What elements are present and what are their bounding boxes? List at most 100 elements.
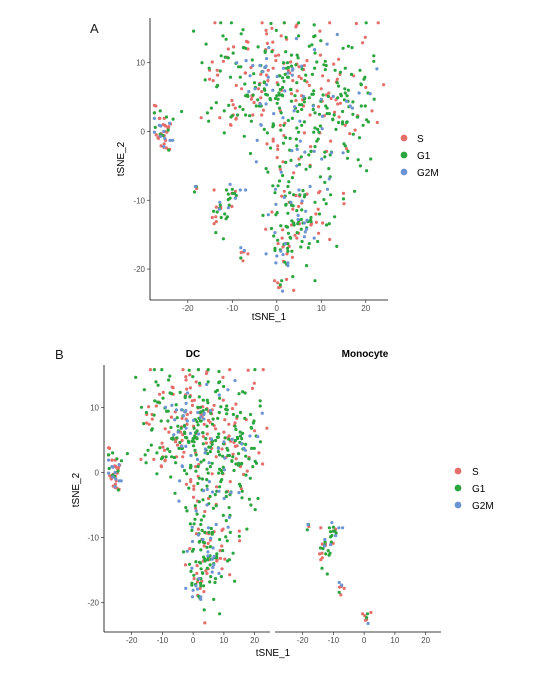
point-a-g2m [218, 200, 222, 204]
point-b-g1 [247, 497, 251, 501]
point-b-g2m [337, 526, 341, 530]
point-a-s [354, 21, 358, 26]
point-a-g1 [309, 215, 313, 220]
point-a-g1 [313, 126, 317, 130]
point-b-g2m [184, 444, 188, 448]
point-a-g2m [235, 61, 239, 65]
point-a-g2m [255, 138, 259, 142]
point-a-s [295, 236, 299, 240]
point-b-g1 [228, 530, 232, 535]
point-b-s [231, 452, 235, 456]
point-a-g1 [338, 70, 342, 74]
a-x-tick-label: 10 [317, 304, 326, 313]
point-a-g1 [313, 34, 317, 38]
point-a-g1 [327, 222, 331, 226]
point-b-g1 [324, 552, 328, 556]
point-a-g2m [368, 92, 372, 96]
point-a-g1 [341, 122, 345, 126]
point-a-g1 [285, 61, 290, 65]
point-a-g1 [254, 104, 258, 108]
point-a-s [291, 207, 295, 211]
point-a-g1 [297, 162, 302, 167]
point-a-g1 [310, 43, 314, 47]
point-b-g1 [199, 522, 203, 527]
point-a-g1 [271, 184, 275, 188]
point-a-g1 [316, 239, 320, 244]
point-b-g1 [258, 404, 262, 408]
point-b-g1 [320, 566, 324, 570]
point-a-g1 [277, 106, 282, 110]
point-a-g2m [266, 75, 270, 79]
point-a-s [233, 106, 237, 110]
point-a-g1 [295, 53, 299, 57]
point-b-g2m [111, 475, 115, 479]
point-a-g1 [292, 193, 296, 197]
point-b-g1 [189, 569, 193, 574]
point-a-g1 [372, 97, 376, 101]
point-b-s [212, 403, 216, 407]
b-y-tick-label: -20 [87, 599, 99, 608]
point-a-s [265, 142, 269, 146]
point-b-g2m [205, 503, 209, 507]
point-b-s [228, 368, 232, 372]
point-b-g1 [191, 437, 195, 441]
point-a-g1 [296, 222, 300, 226]
point-b-g2m [208, 409, 212, 413]
point-a-g2m [303, 150, 307, 154]
point-b-g2m [119, 479, 123, 483]
point-b-g1 [155, 451, 159, 455]
point-a-g2m [296, 217, 300, 222]
point-a-s [337, 57, 341, 61]
point-a-g1 [152, 111, 156, 115]
point-b-g1 [143, 453, 147, 457]
point-a-g1 [281, 173, 285, 178]
point-b-g1 [191, 375, 195, 379]
point-a-g1 [200, 61, 204, 65]
point-a-g1 [248, 151, 253, 156]
point-a-s [230, 204, 234, 209]
point-b-g1 [201, 498, 205, 502]
point-a-g1 [331, 118, 335, 122]
point-a-g1 [234, 193, 238, 198]
point-b-g2m [185, 419, 189, 423]
point-b-s [252, 381, 256, 385]
point-a-g1 [282, 123, 286, 127]
point-b-g1 [170, 392, 174, 396]
panel-b-ticks: -20 -10 0 10 20 -20 -10 0 10 20 10 0 -10 -20 [87, 403, 430, 645]
point-b-g2m [163, 405, 168, 409]
point-a-s [162, 142, 166, 146]
point-a-g1 [313, 111, 317, 115]
point-a-s [228, 123, 233, 127]
point-b-g1 [169, 425, 173, 430]
point-b-g1 [236, 437, 240, 441]
point-a-g2m [345, 99, 349, 103]
point-b-g1 [177, 446, 181, 450]
point-a-g1 [288, 191, 292, 195]
point-a-s [289, 60, 293, 64]
point-a-g1 [307, 96, 311, 100]
point-a-g1 [284, 160, 288, 164]
point-a-g1 [313, 279, 317, 283]
point-a-g1 [300, 208, 304, 212]
point-a-g2m [273, 187, 278, 191]
point-b-g1 [199, 584, 203, 588]
point-b-g1 [201, 431, 205, 435]
point-b-g1 [190, 549, 195, 553]
point-a-g1 [287, 180, 291, 184]
point-b-g2m [337, 580, 341, 585]
point-a-g1 [337, 84, 341, 88]
point-a-s [341, 191, 346, 195]
point-a-g1 [343, 87, 347, 91]
point-b-g1 [179, 426, 183, 430]
a-y-tick-label: -20 [133, 265, 145, 274]
point-b-g2m [114, 477, 118, 481]
point-a-g2m [263, 65, 267, 70]
point-a-g2m [251, 63, 255, 68]
point-a-g1 [296, 56, 300, 60]
point-a-g2m [162, 129, 166, 134]
point-a-g2m [281, 116, 285, 120]
point-a-g1 [369, 157, 373, 161]
point-a-g1 [364, 21, 368, 25]
point-b-s [318, 552, 322, 556]
point-b-g1 [116, 488, 120, 492]
